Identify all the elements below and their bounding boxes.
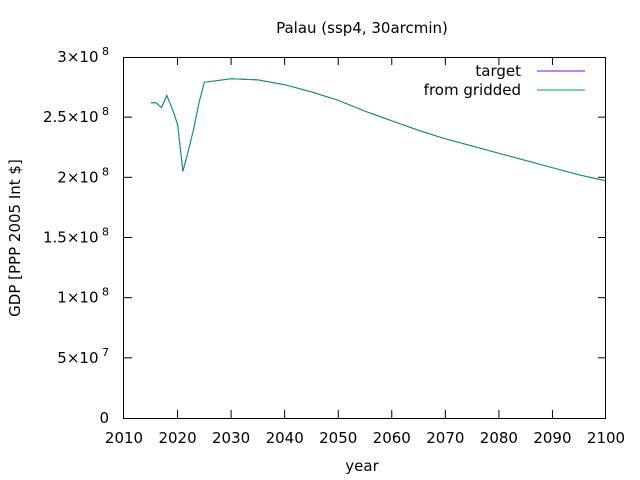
chart-title: Palau (ssp4, 30arcmin)	[276, 19, 448, 37]
x-tick-label: 2070	[426, 429, 464, 447]
legend-label: target	[475, 62, 521, 80]
x-tick-label: 2050	[319, 429, 357, 447]
x-axis-title: year	[345, 457, 379, 475]
x-tick-label: 2080	[480, 429, 518, 447]
y-tick-label: 5×10 7	[57, 346, 109, 367]
y-tick-label: 1.5×10 8	[43, 226, 109, 247]
x-tick-label: 2020	[158, 429, 196, 447]
x-tick-label: 2040	[266, 429, 304, 447]
y-axis-title: GDP [PPP 2005 Int $]	[6, 159, 24, 317]
series-lines	[150, 78, 607, 182]
x-tick-label: 2030	[212, 429, 250, 447]
y-axis-ticks: 0 5×10 7 1×10 8 1.5×10 8 2×10 8 2.5×10 8 3×10 …	[43, 45, 606, 427]
series-line-target	[150, 78, 607, 182]
x-tick-label: 2100	[587, 429, 625, 447]
plot-frame	[123, 57, 606, 419]
series-line-from-gridded	[150, 78, 607, 182]
y-tick-label: 0	[99, 409, 109, 427]
y-tick-label: 1×10 8	[57, 286, 109, 307]
x-axis-ticks: 2010 2020 2030 2040 2050 2060 2070 2080 2090 2100	[105, 57, 625, 447]
x-tick-label: 2090	[533, 429, 571, 447]
y-tick-label: 2.5×10 8	[43, 105, 109, 126]
y-tick-label: 2×10 8	[57, 165, 109, 186]
x-tick-label: 2010	[105, 429, 143, 447]
legend-label: from gridded	[424, 81, 521, 99]
y-tick-label: 3×10 8	[57, 45, 109, 66]
x-tick-label: 2060	[373, 429, 411, 447]
